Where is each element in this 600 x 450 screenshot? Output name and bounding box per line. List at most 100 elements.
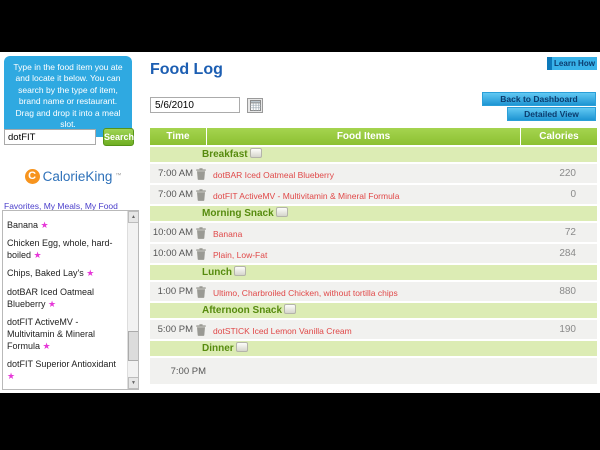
sidebar: Type in the food item you ate and locate…: [0, 52, 146, 393]
meal-time: 7:00 AM: [158, 189, 193, 200]
detailed-view-button[interactable]: Detailed View: [507, 107, 596, 121]
food-list-item[interactable]: dotFIT Superior Antioxidant ★: [7, 358, 125, 382]
food-list: Banana ★ Chicken Egg, whole, hard-boiled …: [3, 211, 127, 389]
delete-trash-icon[interactable]: [196, 167, 206, 180]
meal-header-lunch: Lunch: [150, 265, 597, 280]
calories-value: 0: [570, 189, 576, 200]
date-input[interactable]: [150, 97, 240, 113]
meal-name: Dinner: [202, 343, 234, 354]
meal-time-cell: 10:00 AM: [150, 247, 207, 260]
food-list-item-label: Chicken Egg, whole, hard-boiled: [7, 238, 113, 261]
food-log-row: 7:00 PM: [150, 358, 597, 384]
delete-trash-icon[interactable]: [196, 285, 206, 298]
food-list-item[interactable]: Chips, Baked Lay's ★: [7, 267, 125, 279]
meal-time: 5:00 PM: [157, 324, 193, 335]
calorieking-logo: C CalorieKing ™: [0, 162, 146, 190]
meal-time: 7:00 PM: [170, 365, 206, 377]
food-log-row: 10:00 AM Plain, Low-Fat 284: [150, 244, 597, 263]
food-item-cell: Ultimo, Charbroiled Chicken, without tor…: [207, 283, 521, 301]
sidebar-link-favorites[interactable]: Favorites: [4, 201, 39, 211]
food-list-item-label: Banana: [7, 220, 41, 230]
food-list-item[interactable]: Banana ★: [7, 219, 125, 231]
sidebar-link-my-food[interactable]: My Food: [84, 201, 118, 211]
meal-time-cell: 7:00 PM: [150, 366, 207, 377]
meal-header-breakfast: Breakfast: [150, 147, 597, 162]
column-header-calories: Calories: [539, 131, 579, 142]
food-item-cell: dotSTICK Iced Lemon Vanilla Cream: [207, 321, 521, 339]
meal-time: 7:00 AM: [158, 168, 193, 179]
food-log-row: 1:00 PM Ultimo, Charbroiled Chicken, with…: [150, 282, 597, 301]
delete-trash-icon[interactable]: [196, 247, 206, 260]
delete-trash-icon[interactable]: [196, 226, 206, 239]
meal-header-dinner: Dinner: [150, 341, 597, 356]
favorite-star-icon: ★: [33, 250, 42, 261]
food-list-item-label: Chips, Baked Lay's: [7, 268, 87, 279]
meal-note-icon[interactable]: [284, 304, 297, 314]
meal-time-cell: 7:00 AM: [150, 167, 207, 180]
food-log-table: Time Food Items Calories Breakfast 7:00 A…: [150, 128, 597, 384]
back-to-dashboard-button[interactable]: Back to Dashboard: [482, 92, 596, 106]
food-list-item-label: dotFIT ActiveMV - Multivitamin & Mineral…: [7, 316, 96, 352]
food-item-link[interactable]: Banana: [213, 228, 243, 239]
meal-note-icon[interactable]: [234, 266, 246, 276]
calories-value: 284: [559, 248, 576, 259]
sidebar-links: Favorites, My Meals, My Food: [4, 201, 118, 211]
scroll-down-icon[interactable]: ▼: [128, 377, 138, 389]
table-header: Time Food Items Calories: [150, 128, 597, 145]
search-input[interactable]: [4, 129, 96, 145]
food-list-item[interactable]: dotBAR Iced Oatmeal Blueberry ★: [7, 286, 125, 310]
scroll-up-icon[interactable]: ▲: [128, 211, 138, 223]
meal-name: Afternoon Snack: [202, 305, 283, 316]
search-button[interactable]: Search: [103, 128, 134, 146]
learn-how-button[interactable]: Learn How: [547, 57, 597, 70]
meal-time: 1:00 PM: [157, 286, 193, 297]
calories-value: 880: [559, 286, 576, 297]
meal-note-icon[interactable]: [249, 148, 262, 158]
delete-trash-icon[interactable]: [196, 323, 206, 336]
search-row: Search: [4, 128, 142, 146]
food-list-item-label: dotBAR Iced Oatmeal Blueberry: [7, 286, 95, 309]
trademark-symbol: ™: [115, 173, 122, 179]
delete-trash-icon[interactable]: [196, 188, 206, 201]
scrollbar[interactable]: ▲ ▼: [127, 211, 138, 389]
food-log-row: 7:00 AM dotBAR Iced Oatmeal Blueberry 220: [150, 164, 597, 183]
app-window: Type in the food item you ate and locate…: [0, 52, 600, 393]
calendar-icon[interactable]: [247, 98, 263, 113]
meal-time-cell: 7:00 AM: [150, 188, 207, 201]
meal-note-icon[interactable]: [235, 342, 248, 352]
food-item-cell: dotFIT ActiveMV - Multivitamin & Mineral…: [207, 186, 521, 204]
food-item-link[interactable]: Ultimo, Charbroiled Chicken, without tor…: [213, 287, 398, 298]
instructions-box: Type in the food item you ate and locate…: [4, 56, 132, 137]
meal-header-afternoon-snack: Afternoon Snack: [150, 303, 597, 318]
meal-time: 10:00 AM: [152, 227, 193, 238]
calorieking-logo-text: CalorieKing: [42, 168, 113, 184]
calories-value: 72: [564, 227, 576, 238]
meal-name: Breakfast: [202, 149, 248, 160]
food-item-cell: Plain, Low-Fat: [207, 245, 521, 263]
favorite-star-icon: ★: [42, 341, 51, 352]
scrollbar-thumb[interactable]: [128, 331, 138, 361]
meal-note-icon[interactable]: [275, 207, 288, 217]
meal-name: Lunch: [202, 267, 232, 278]
sidebar-link-my-meals[interactable]: My Meals: [43, 201, 81, 211]
food-log-row: 5:00 PM dotSTICK Iced Lemon Vanilla Cream…: [150, 320, 597, 339]
food-list-item[interactable]: Chicken Egg, whole, hard-boiled ★: [7, 237, 125, 261]
food-item-link[interactable]: Plain, Low-Fat: [213, 249, 268, 260]
favorite-star-icon: ★: [7, 371, 16, 382]
favorite-star-icon: ★: [40, 220, 49, 230]
food-item-link[interactable]: dotBAR Iced Oatmeal Blueberry: [213, 169, 334, 180]
meal-name: Morning Snack: [202, 208, 274, 219]
food-list-item[interactable]: dotFIT ActiveMV - Multivitamin & Mineral…: [7, 316, 125, 352]
column-header-food-items: Food Items: [207, 128, 521, 145]
food-list-item[interactable]: dotSTICK Iced Lemon Vanilla Cream ★: [7, 389, 125, 390]
favorite-star-icon: ★: [48, 298, 57, 309]
food-item-link[interactable]: dotSTICK Iced Lemon Vanilla Cream: [213, 325, 352, 336]
favorite-star-icon: ★: [86, 268, 95, 279]
food-log-row: 10:00 AM Banana 72: [150, 223, 597, 242]
food-list-item-label: dotFIT Superior Antioxidant: [7, 359, 116, 370]
calories-value: 190: [559, 324, 576, 335]
food-item-link[interactable]: dotFIT ActiveMV - Multivitamin & Mineral…: [213, 190, 400, 201]
meal-time-cell: 1:00 PM: [150, 285, 207, 298]
food-log-row: 7:00 AM dotFIT ActiveMV - Multivitamin & …: [150, 185, 597, 204]
